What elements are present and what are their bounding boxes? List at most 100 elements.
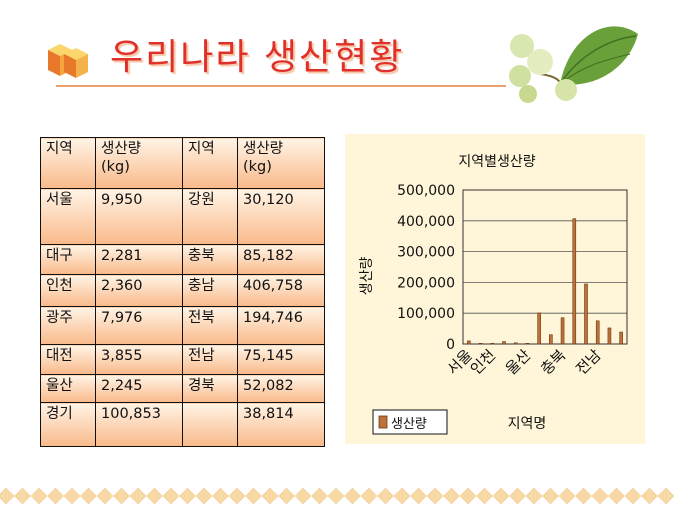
table-cell: 9,950 [95,188,183,245]
table-header-cell: 지역 [182,137,238,189]
table-cell: 충남 [182,274,238,307]
production-chart: 지역별생산량 생산량 지역명 0 100,000 200,000 300,000 400… [345,134,645,444]
table-row: 울산 2,245 경북 52,082 [40,374,325,403]
bar [478,342,483,345]
table-header-cell: 지역 [40,137,96,189]
diamond-shape [113,487,130,505]
table-cell: 75,145 [237,344,325,375]
header-region-1: 지역 [46,141,73,157]
bar [619,331,623,345]
header-region-2: 지역 [188,141,215,157]
x-tick-label: 인천 [467,346,499,378]
diamond-shape [245,487,262,505]
bar [467,340,471,345]
table-cell: 52,082 [237,374,325,403]
table-row: 서울 9,950 강원 30,120 [40,188,325,245]
bar [537,312,541,345]
diamond-shape [641,487,658,505]
bar [502,341,506,345]
table-cell: 충북 [182,244,238,275]
diamond-shape [0,487,15,505]
table-cell: 울산 [40,374,96,403]
diamond-shape [393,487,411,505]
bar [549,334,553,345]
bar [513,342,518,345]
diamond-shape [278,487,295,505]
table-cell: 2,281 [95,244,183,275]
diamond-shape [212,487,229,505]
diamond-shape [327,487,345,505]
plot-area-frame [462,189,628,345]
table-cell: 전북 [182,306,238,345]
table-cell: 85,182 [237,244,325,275]
table-cell: 강원 [182,188,238,245]
diamond-shape [426,487,444,505]
table-row: 대구 2,281 충북 85,182 [40,244,325,275]
bar [584,283,588,345]
table-cell: 대전 [40,344,96,375]
diamond-shape [410,487,427,505]
diamond-shape [96,487,114,505]
diamond-shape [80,487,97,505]
diamond-shape [179,487,196,505]
diamond-shape [542,487,559,505]
diamond-shape [492,487,510,505]
table-cell: 광주 [40,306,96,345]
table-row: 대전 3,855 전남 75,145 [40,344,325,375]
diamond-shape [624,487,642,505]
table-row: 광주 7,976 전북 194,746 [40,306,325,345]
diamond-shape [129,487,147,505]
tick-layer: 0 100,000 200,000 300,000 400,000 500,000 [397,183,455,353]
table-cell: 406,758 [237,274,325,307]
legend-swatch [378,415,388,429]
table-cell: 30,120 [237,188,325,245]
table-header-cell: 생산량 (kg) [95,137,183,189]
diamond-shape [476,487,493,505]
x-tick-label: 전남 [572,346,604,378]
diamond-shape [525,487,543,505]
bar [525,343,530,345]
diamond-shape [261,487,279,505]
cubes-logo-icon [48,44,88,78]
table-cell: 2,360 [95,274,183,307]
y-tick-label: 100,000 [397,306,455,322]
title-underline [56,85,506,87]
diamond-shape [360,487,378,505]
diamond-shape [575,487,592,505]
diamond-shape [294,487,312,505]
diamond-shape [162,487,180,505]
diamond-shape [228,487,246,505]
table-cell: 전남 [182,344,238,375]
grid-layer [462,189,628,345]
table-cell: 경기 [40,402,96,447]
diamond-shape [195,487,213,505]
y-tick-label: 0 [446,337,455,353]
header-production-1: 생산량 (kg) [101,141,142,175]
diamond-shape [377,487,394,505]
bar [560,317,565,345]
table-cell: 인천 [40,274,96,307]
bar [490,342,495,345]
bar [607,327,612,345]
table-cell: 100,853 [95,402,183,447]
table-cell: 194,746 [237,306,325,345]
table-cell: 경북 [182,374,238,403]
x-axis-label: 지역명 [508,416,547,432]
table-cell: 38,814 [237,402,325,447]
x-tick-label: 울산 [502,346,534,378]
diamond-shape [311,487,328,505]
table-cell: 2,245 [95,374,183,403]
diamond-shape [344,487,361,505]
bar-layer [467,218,623,345]
table-row: 경기 100,853 38,814 [40,402,325,447]
diamond-shape [459,487,477,505]
table-cell: 3,855 [95,344,183,375]
diamond-shape [443,487,460,505]
table-cell [182,402,238,447]
table-header-cell: 생산량 (kg) [237,137,325,189]
legend-label: 생산량 [391,417,427,432]
bar [572,218,577,345]
chart-title: 지역별생산량 [458,154,535,170]
y-tick-label: 400,000 [397,214,455,230]
